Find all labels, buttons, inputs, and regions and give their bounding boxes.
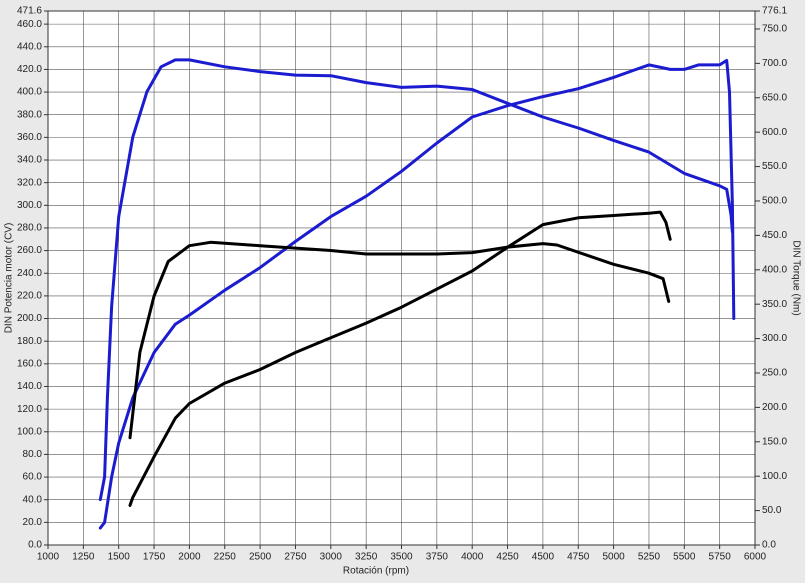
x-tick-label: 5500 (673, 552, 696, 563)
x-tick-label: 4750 (567, 552, 590, 563)
y2-tick-label: 700.0 (762, 58, 787, 69)
y-tick-label: 20.0 (23, 517, 43, 528)
y2-tick-label: 50.0 (762, 505, 782, 516)
y-tick-label: 100.0 (17, 426, 42, 437)
y2-tick-label: 550.0 (762, 161, 787, 172)
series-line (128, 210, 672, 507)
y2-tick-label: 0.0 (762, 540, 776, 551)
y-tick-label: 180.0 (17, 336, 42, 347)
y-tick-label: 340.0 (17, 155, 42, 166)
y-tick-label: 80.0 (23, 449, 43, 460)
y2-tick-label: 776.1 (762, 6, 787, 17)
x-tick-label: 1750 (143, 552, 166, 563)
y-tick-label: 40.0 (23, 494, 43, 505)
y2-tick-label: 350.0 (762, 299, 787, 310)
y2-tick-label: 100.0 (762, 471, 787, 482)
y-tick-label: 220.0 (17, 291, 42, 302)
x-tick-label: 1250 (72, 552, 95, 563)
y-tick-label: 300.0 (17, 200, 42, 211)
y2-tick-label: 300.0 (762, 333, 787, 344)
series-line (98, 58, 734, 502)
y-tick-label: 0.0 (28, 540, 42, 551)
y-tick-label: 240.0 (17, 268, 42, 279)
y-tick-label: 320.0 (17, 177, 42, 188)
y-tick-label: 60.0 (23, 472, 43, 483)
y2-tick-label: 150.0 (762, 436, 787, 447)
y-tick-label: 160.0 (17, 358, 42, 369)
y-tick-label: 440.0 (17, 41, 42, 52)
y2-tick-label: 750.0 (762, 24, 787, 35)
series-line (98, 58, 736, 530)
y-tick-label: 380.0 (17, 109, 42, 120)
y2-tick-label: 500.0 (762, 196, 787, 207)
y-axis-label: DIN Potencia motor (CV) (4, 223, 15, 334)
x-tick-label: 4500 (532, 552, 555, 563)
x-tick-label: 2500 (249, 552, 272, 563)
x-tick-label: 3750 (426, 552, 449, 563)
x-tick-label: 3250 (355, 552, 378, 563)
y2-tick-label: 250.0 (762, 368, 787, 379)
y-tick-label: 360.0 (17, 132, 42, 143)
x-axis-label: Rotación (rpm) (343, 566, 409, 577)
y-tick-label: 140.0 (17, 381, 42, 392)
y-tick-label: 460.0 (17, 19, 42, 30)
y2-tick-label: 450.0 (762, 230, 787, 241)
x-tick-label: 4000 (461, 552, 484, 563)
y2-tick-label: 200.0 (762, 402, 787, 413)
y-tick-label: 420.0 (17, 64, 42, 75)
y-tick-label: 400.0 (17, 87, 42, 98)
x-tick-label: 3500 (390, 552, 413, 563)
x-tick-label: 4250 (496, 552, 519, 563)
x-tick-label: 2000 (178, 552, 201, 563)
x-tick-label: 2750 (284, 552, 307, 563)
y-tick-label: 471.6 (17, 6, 42, 17)
plot-border (47, 10, 756, 546)
y2-tick-label: 600.0 (762, 127, 787, 138)
x-tick-label: 5750 (709, 552, 732, 563)
y-tick-label: 120.0 (17, 404, 42, 415)
y-tick-label: 200.0 (17, 313, 42, 324)
x-tick-label: 1500 (108, 552, 131, 563)
y-tick-label: 280.0 (17, 223, 42, 234)
x-tick-label: 2250 (214, 552, 237, 563)
x-tick-label: 1000 (37, 552, 60, 563)
x-tick-label: 3000 (320, 552, 343, 563)
y2-tick-label: 400.0 (762, 264, 787, 275)
y2-tick-label: 650.0 (762, 92, 787, 103)
x-tick-label: 6000 (744, 552, 767, 563)
x-tick-label: 5000 (602, 552, 625, 563)
y-tick-label: 260.0 (17, 245, 42, 256)
series-line (128, 240, 671, 440)
y2-axis-label: DIN Torque (Nm) (790, 240, 801, 315)
x-tick-label: 5250 (638, 552, 661, 563)
